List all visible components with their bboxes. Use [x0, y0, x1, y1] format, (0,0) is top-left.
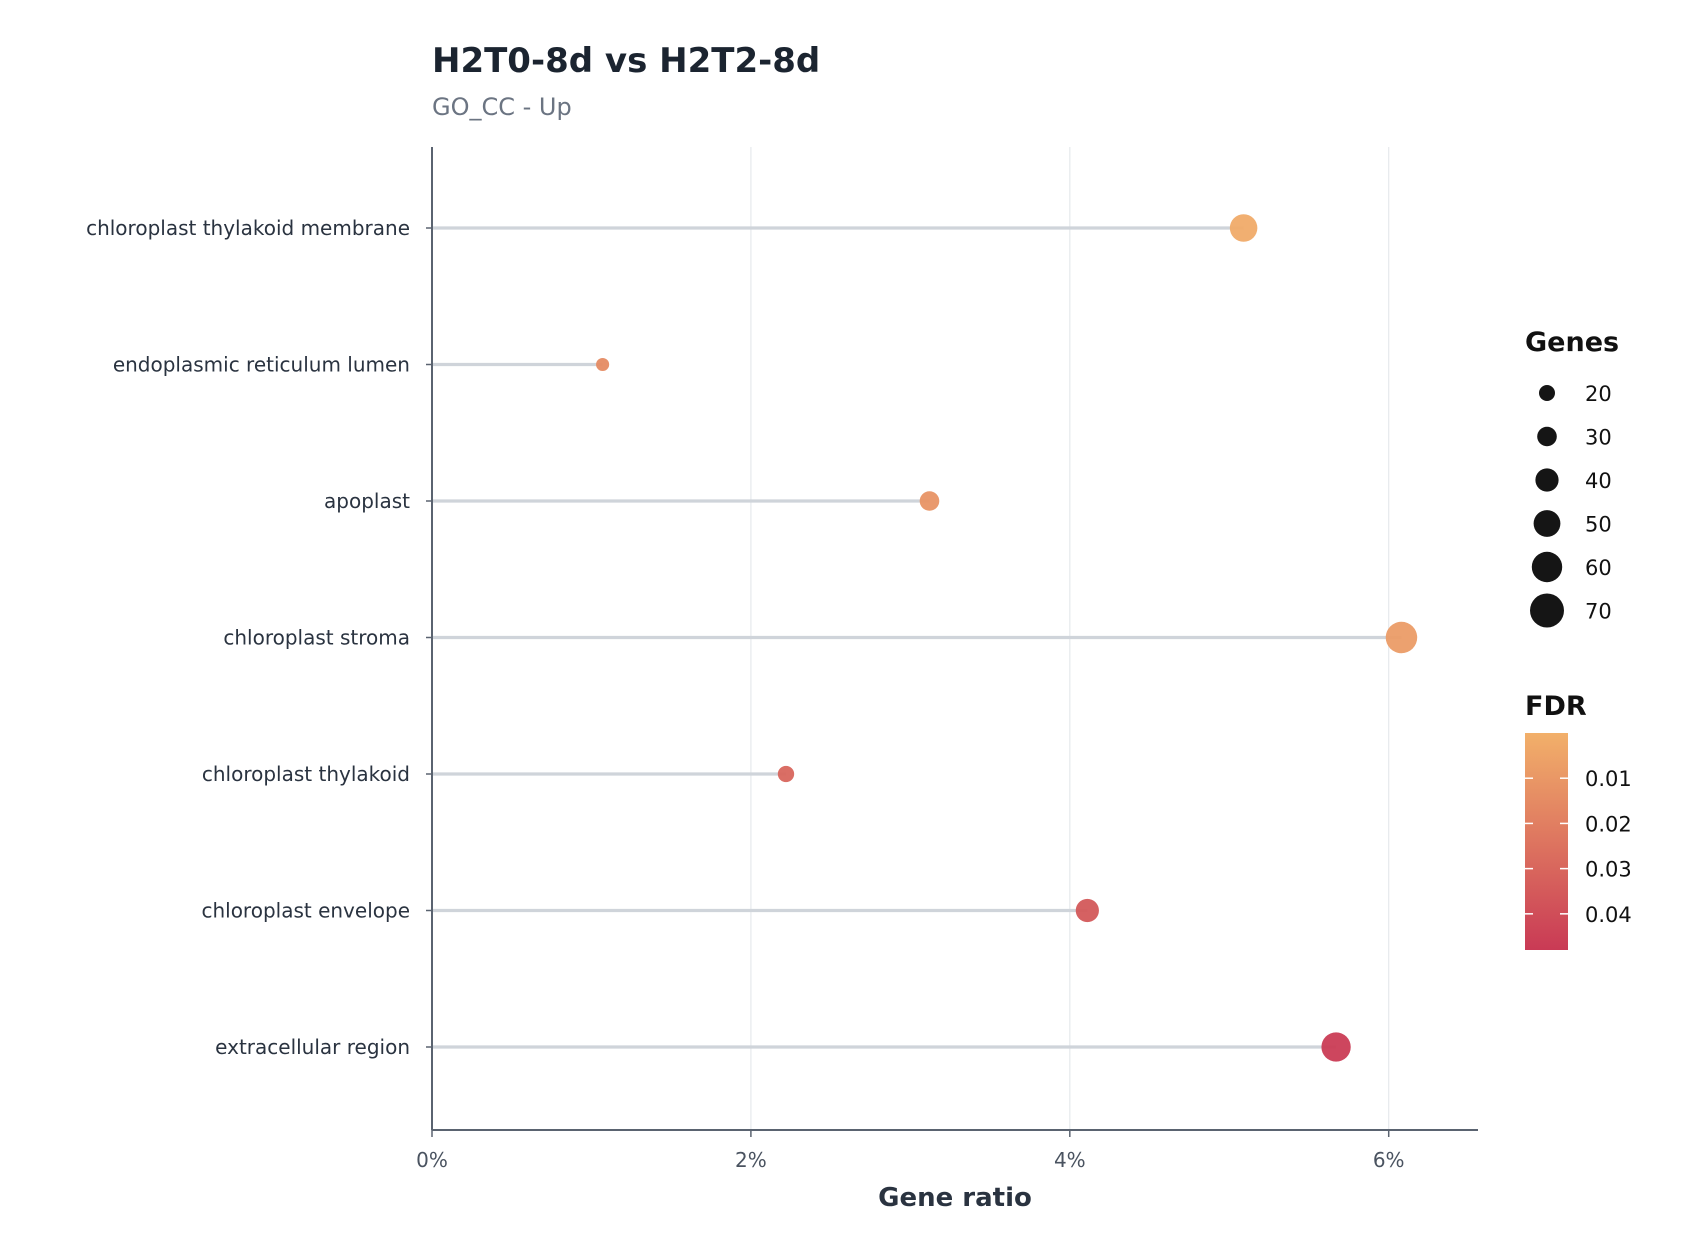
size-legend-label: 30 [1585, 426, 1612, 450]
colorbar-label: 0.02 [1585, 812, 1632, 836]
size-legend-key [1535, 468, 1559, 492]
y-tick-label: chloroplast envelope [201, 899, 410, 923]
lollipop-point [1229, 214, 1258, 242]
lollipop-stems [432, 226, 1402, 1049]
x-tick-label: 2% [735, 1148, 767, 1172]
x-tick-label: 0% [416, 1148, 448, 1172]
size-legend-key [1531, 551, 1563, 583]
y-tick-label: apoplast [324, 489, 410, 513]
y-tick-label: endoplasmic reticulum lumen [113, 353, 410, 377]
chart-subtitle: GO_CC - Up [432, 93, 572, 121]
y-tick-label: chloroplast stroma [223, 626, 410, 650]
size-legend-label: 50 [1585, 513, 1612, 537]
size-legend-label: 60 [1585, 556, 1612, 580]
genes-size-legend: Genes 20 30 40 50 60 70 [1525, 327, 1619, 628]
size-legend-key [1533, 510, 1561, 537]
y-tick-label: chloroplast thylakoid [202, 762, 410, 786]
size-legend-key [1539, 385, 1555, 401]
size-legend-label: 70 [1585, 600, 1612, 624]
lollipop-point [919, 491, 940, 511]
x-tick-label: 4% [1054, 1148, 1086, 1172]
lollipop-point [777, 765, 795, 783]
x-axis-title: Gene ratio [878, 1183, 1032, 1213]
fdr-colorbar [1525, 733, 1568, 950]
colorbar-label: 0.03 [1585, 858, 1632, 882]
lollipop-point [596, 357, 610, 372]
fdr-color-legend: FDR 0.01 0.02 0.03 0.04 [1525, 691, 1632, 950]
y-tick-label: extracellular region [215, 1035, 410, 1059]
x-tick-labels: 0% 2% 4% 6% [416, 1148, 1404, 1172]
colorbar-label: 0.01 [1585, 767, 1632, 791]
size-legend-label: 20 [1585, 382, 1612, 406]
y-tick-label: chloroplast thylakoid membrane [86, 216, 410, 240]
colorbar-label: 0.04 [1585, 903, 1632, 927]
lollipop-points [596, 214, 1418, 1062]
size-legend-key [1530, 593, 1564, 628]
lollipop-point [1075, 898, 1099, 923]
chart-title: H2T0-8d vs H2T2-8d [432, 41, 820, 81]
y-tick-labels: chloroplast thylakoid membrane endoplasmi… [86, 216, 410, 1059]
lollipop-point [1385, 621, 1418, 654]
x-tick-label: 6% [1373, 1148, 1405, 1172]
size-legend-label: 40 [1585, 469, 1612, 493]
axes [426, 147, 1478, 1137]
color-legend-title: FDR [1525, 691, 1587, 722]
size-legend-title: Genes [1525, 327, 1619, 358]
lollipop-point [1321, 1032, 1351, 1062]
size-legend-key [1537, 426, 1557, 447]
